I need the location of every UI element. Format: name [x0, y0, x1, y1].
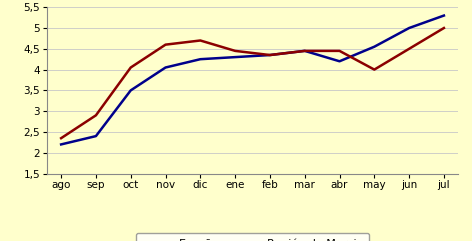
España: [58, 143, 64, 146]
España: [232, 56, 238, 59]
Line: Región de Murcia: Región de Murcia: [61, 28, 444, 138]
España: [93, 135, 99, 138]
Región de Murcia: [406, 47, 412, 50]
Región de Murcia: [232, 49, 238, 52]
España: [302, 49, 308, 52]
Región de Murcia: [128, 66, 134, 69]
Región de Murcia: [337, 49, 342, 52]
España: [163, 66, 169, 69]
España: [371, 45, 377, 48]
Región de Murcia: [163, 43, 169, 46]
España: [406, 27, 412, 29]
España: [128, 89, 134, 92]
Line: España: España: [61, 16, 444, 144]
Región de Murcia: [371, 68, 377, 71]
Región de Murcia: [267, 54, 273, 56]
España: [337, 60, 342, 63]
Región de Murcia: [93, 114, 99, 117]
Región de Murcia: [197, 39, 203, 42]
Región de Murcia: [58, 137, 64, 140]
España: [197, 58, 203, 61]
España: [267, 54, 273, 56]
Región de Murcia: [302, 49, 308, 52]
Región de Murcia: [441, 27, 447, 29]
España: [441, 14, 447, 17]
Legend: España, Región de Murcia: España, Región de Murcia: [136, 233, 369, 241]
